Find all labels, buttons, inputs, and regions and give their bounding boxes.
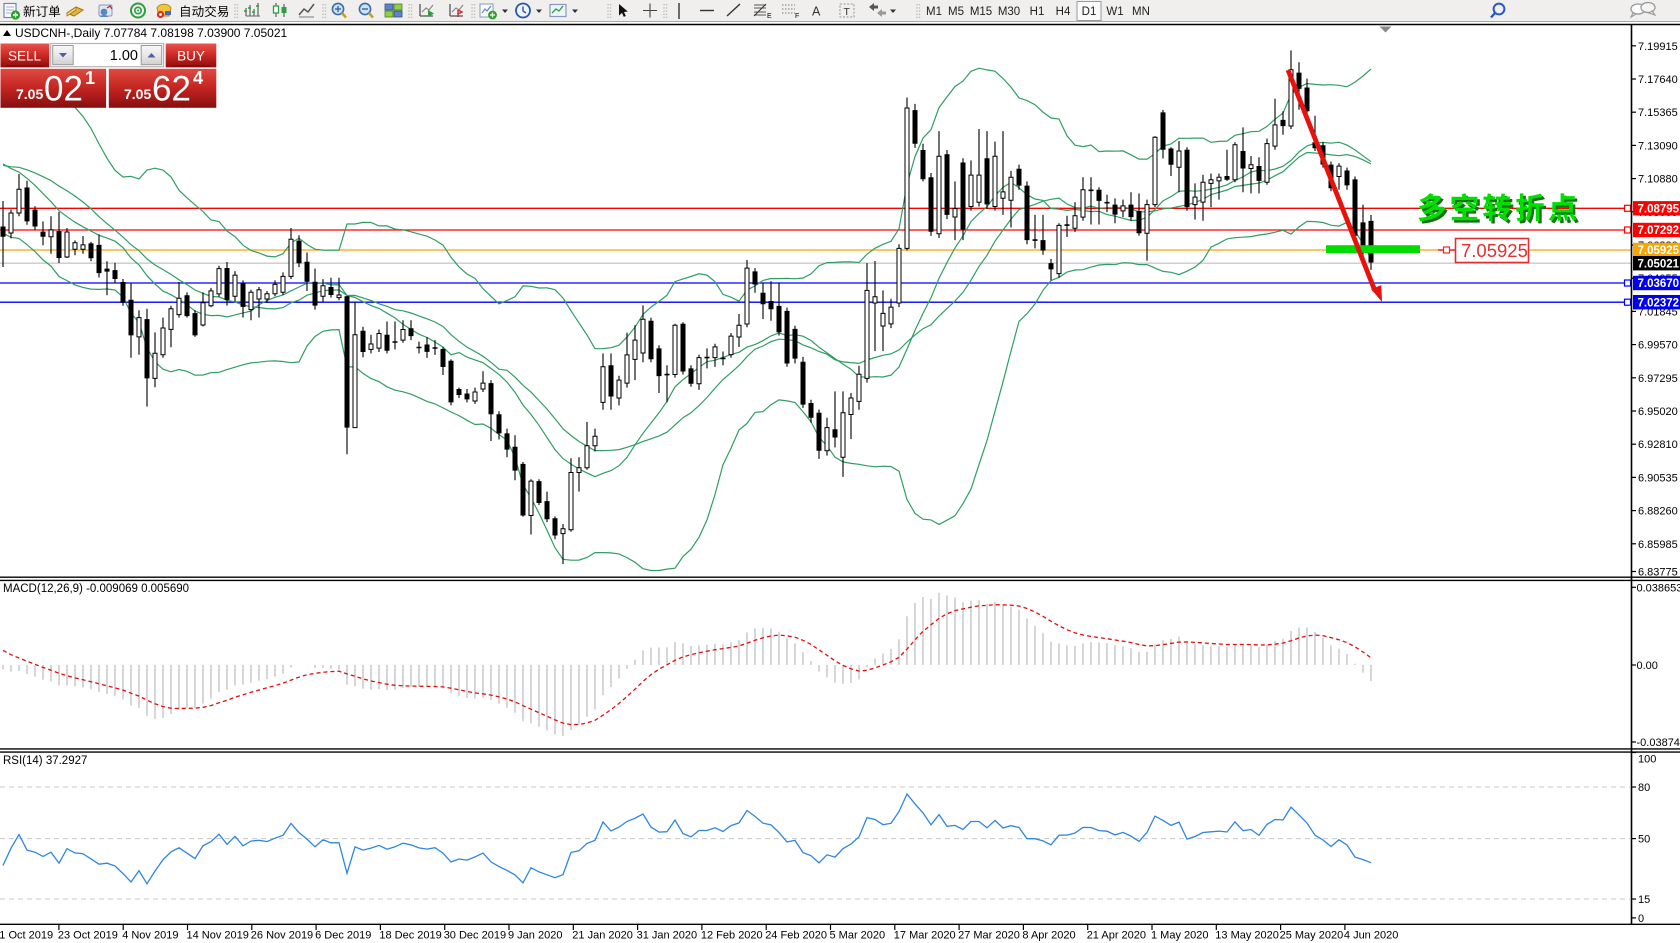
svg-text:M5: M5 [948, 6, 964, 18]
svg-text:7.05021: 7.05021 [1638, 258, 1680, 270]
svg-text:0: 0 [1638, 913, 1644, 925]
svg-text:-0.038745: -0.038745 [1637, 737, 1680, 749]
svg-text:BUY: BUY [177, 49, 205, 64]
svg-text:7.17640: 7.17640 [1638, 74, 1678, 86]
svg-text:6.95020: 6.95020 [1638, 406, 1678, 418]
svg-text:7.05925: 7.05925 [1638, 245, 1680, 257]
svg-text:6.88260: 6.88260 [1638, 506, 1678, 518]
svg-text:7.05925: 7.05925 [1461, 240, 1528, 261]
svg-text:6.90535: 6.90535 [1638, 472, 1678, 484]
svg-text:1 May 2020: 1 May 2020 [1151, 930, 1208, 942]
svg-text:12 Feb 2020: 12 Feb 2020 [701, 930, 763, 942]
svg-text:14 Nov 2019: 14 Nov 2019 [187, 930, 249, 942]
svg-text:17 Mar 2020: 17 Mar 2020 [894, 930, 956, 942]
svg-text:21 Apr 2020: 21 Apr 2020 [1087, 930, 1146, 942]
svg-text:9 Jan 2020: 9 Jan 2020 [508, 930, 562, 942]
svg-text:1: 1 [85, 68, 95, 88]
svg-text:18 Dec 2019: 18 Dec 2019 [379, 930, 441, 942]
svg-text:4: 4 [193, 68, 203, 88]
svg-text:02: 02 [44, 70, 83, 109]
svg-text:MN: MN [1132, 6, 1150, 18]
svg-text:7.08795: 7.08795 [1638, 204, 1680, 216]
svg-text:31 Jan 2020: 31 Jan 2020 [637, 930, 698, 942]
svg-text:25 May 2020: 25 May 2020 [1280, 930, 1344, 942]
svg-text:7.13090: 7.13090 [1638, 140, 1678, 152]
svg-text:H4: H4 [1056, 6, 1071, 18]
svg-text:M30: M30 [998, 6, 1020, 18]
svg-text:T: T [844, 6, 851, 18]
svg-text:6.85985: 6.85985 [1638, 539, 1678, 551]
svg-text:A: A [812, 5, 821, 19]
svg-text:4 Jun 2020: 4 Jun 2020 [1344, 930, 1398, 942]
svg-text:7.05: 7.05 [124, 86, 151, 102]
svg-text:80: 80 [1638, 782, 1650, 794]
svg-text:7.10880: 7.10880 [1638, 174, 1678, 186]
svg-text:7.15365: 7.15365 [1638, 107, 1678, 119]
svg-text:RSI(14) 37.2927: RSI(14) 37.2927 [3, 755, 87, 767]
svg-text:M15: M15 [970, 6, 992, 18]
svg-text:15: 15 [1638, 894, 1650, 906]
svg-text:8 Apr 2020: 8 Apr 2020 [1022, 930, 1075, 942]
svg-text:7.05: 7.05 [16, 86, 43, 102]
svg-text:62: 62 [152, 70, 191, 109]
svg-text:11 Oct 2019: 11 Oct 2019 [0, 930, 53, 942]
svg-text:W1: W1 [1106, 6, 1123, 18]
svg-text:USDCNH-,Daily 7.07784 7.08198: USDCNH-,Daily 7.07784 7.08198 7.03900 7.… [15, 26, 288, 40]
svg-text:1.00: 1.00 [110, 48, 138, 64]
svg-text:7.03670: 7.03670 [1638, 278, 1680, 290]
svg-text:27 Mar 2020: 27 Mar 2020 [958, 930, 1020, 942]
svg-text:6.83775: 6.83775 [1638, 567, 1678, 579]
svg-text:SELL: SELL [8, 49, 42, 64]
svg-text:6.99570: 6.99570 [1638, 340, 1678, 352]
svg-text:7.07292: 7.07292 [1638, 225, 1680, 237]
svg-text:7.02372: 7.02372 [1638, 297, 1680, 309]
svg-text:0.038653: 0.038653 [1637, 582, 1680, 594]
svg-text:6.92810: 6.92810 [1638, 439, 1678, 451]
svg-text:21 Jan 2020: 21 Jan 2020 [572, 930, 633, 942]
svg-text:5 Mar 2020: 5 Mar 2020 [830, 930, 886, 942]
svg-text:M1: M1 [926, 6, 942, 18]
svg-text:6.97295: 6.97295 [1638, 373, 1678, 385]
svg-text:F: F [795, 13, 799, 20]
svg-text:23 Oct 2019: 23 Oct 2019 [58, 930, 118, 942]
svg-text:6 Dec 2019: 6 Dec 2019 [315, 930, 371, 942]
svg-text:13 May 2020: 13 May 2020 [1215, 930, 1279, 942]
svg-text:100: 100 [1638, 754, 1656, 766]
svg-text:MACD(12,26,9) -0.009069 0.0056: MACD(12,26,9) -0.009069 0.005690 [3, 583, 189, 595]
svg-text:26 Nov 2019: 26 Nov 2019 [251, 930, 313, 942]
svg-text:24 Feb 2020: 24 Feb 2020 [765, 930, 827, 942]
svg-text:30 Dec 2019: 30 Dec 2019 [444, 930, 506, 942]
svg-text:D1: D1 [1082, 6, 1097, 18]
svg-text:4 Nov 2019: 4 Nov 2019 [122, 930, 178, 942]
svg-text:7.19915: 7.19915 [1638, 41, 1678, 53]
svg-text:H1: H1 [1030, 6, 1045, 18]
svg-text:E: E [767, 13, 772, 20]
svg-text:50: 50 [1638, 834, 1650, 846]
svg-text:0.00: 0.00 [1637, 660, 1658, 672]
